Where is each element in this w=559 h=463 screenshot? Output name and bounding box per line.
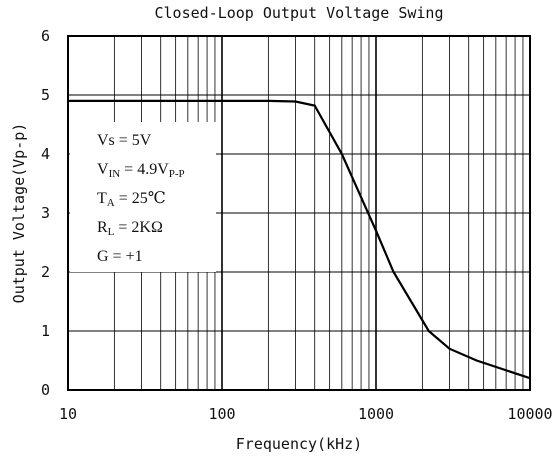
annotation-part: T: [97, 190, 107, 207]
annotation-part: = 4.9V: [120, 161, 169, 178]
x-tick-label: 100: [208, 405, 235, 423]
annotation-part: = 25℃: [115, 190, 166, 207]
annotation-part: G = +1: [97, 248, 143, 265]
annotation-box: [70, 122, 216, 272]
x-axis-label: Frequency(kHz): [236, 435, 362, 453]
x-tick-label: 1000: [358, 405, 394, 423]
y-axis-label: Output Voltage(Vp-p): [10, 123, 28, 304]
annotation-part: L: [108, 226, 115, 238]
y-tick-label: 5: [41, 86, 50, 104]
y-tick-label: 2: [41, 263, 50, 281]
y-tick-label: 3: [41, 204, 50, 222]
annotation: Vs = 5V: [97, 132, 152, 149]
x-tick-label: 10000: [507, 405, 552, 423]
annotation-part: V: [97, 161, 109, 178]
annotation-part: A: [107, 197, 115, 209]
plot-frame: [67, 35, 531, 391]
data-line: [68, 99, 531, 380]
y-tick-label: 4: [41, 145, 50, 163]
annotation-part: Vs = 5V: [97, 132, 152, 149]
annotation: RL = 2KΩ: [97, 219, 163, 238]
chart-title: Closed-Loop Output Voltage Swing: [155, 4, 444, 22]
annotation: G = +1: [97, 248, 143, 265]
annotation-part: = 2KΩ: [114, 219, 163, 236]
y-tick-label: 1: [41, 322, 50, 340]
annotation-part: IN: [109, 168, 121, 180]
y-tick-label: 0: [41, 381, 50, 399]
annotation: VIN = 4.9VP-P: [97, 161, 185, 180]
y-tick-label: 6: [41, 27, 50, 45]
annotation-part: P-P: [169, 168, 185, 180]
annotation-part: R: [97, 219, 108, 236]
annotation: TA = 25℃: [97, 190, 166, 209]
x-tick-label: 10: [59, 405, 77, 423]
